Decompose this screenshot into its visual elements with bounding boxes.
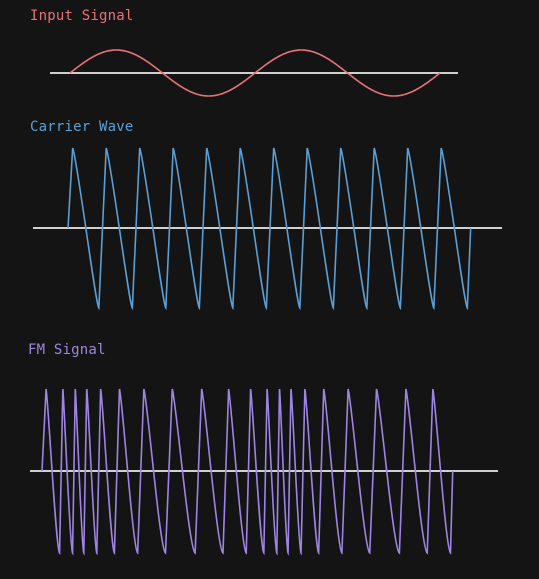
- input-signal-label: Input Signal: [30, 8, 134, 24]
- input-signal-wave: [69, 49, 441, 97]
- fm-signal-wave: [41, 388, 454, 556]
- carrier-wave-label: Carrier Wave: [30, 119, 134, 135]
- fm-signal-label: FM Signal: [28, 342, 106, 358]
- carrier-wave: [67, 147, 472, 311]
